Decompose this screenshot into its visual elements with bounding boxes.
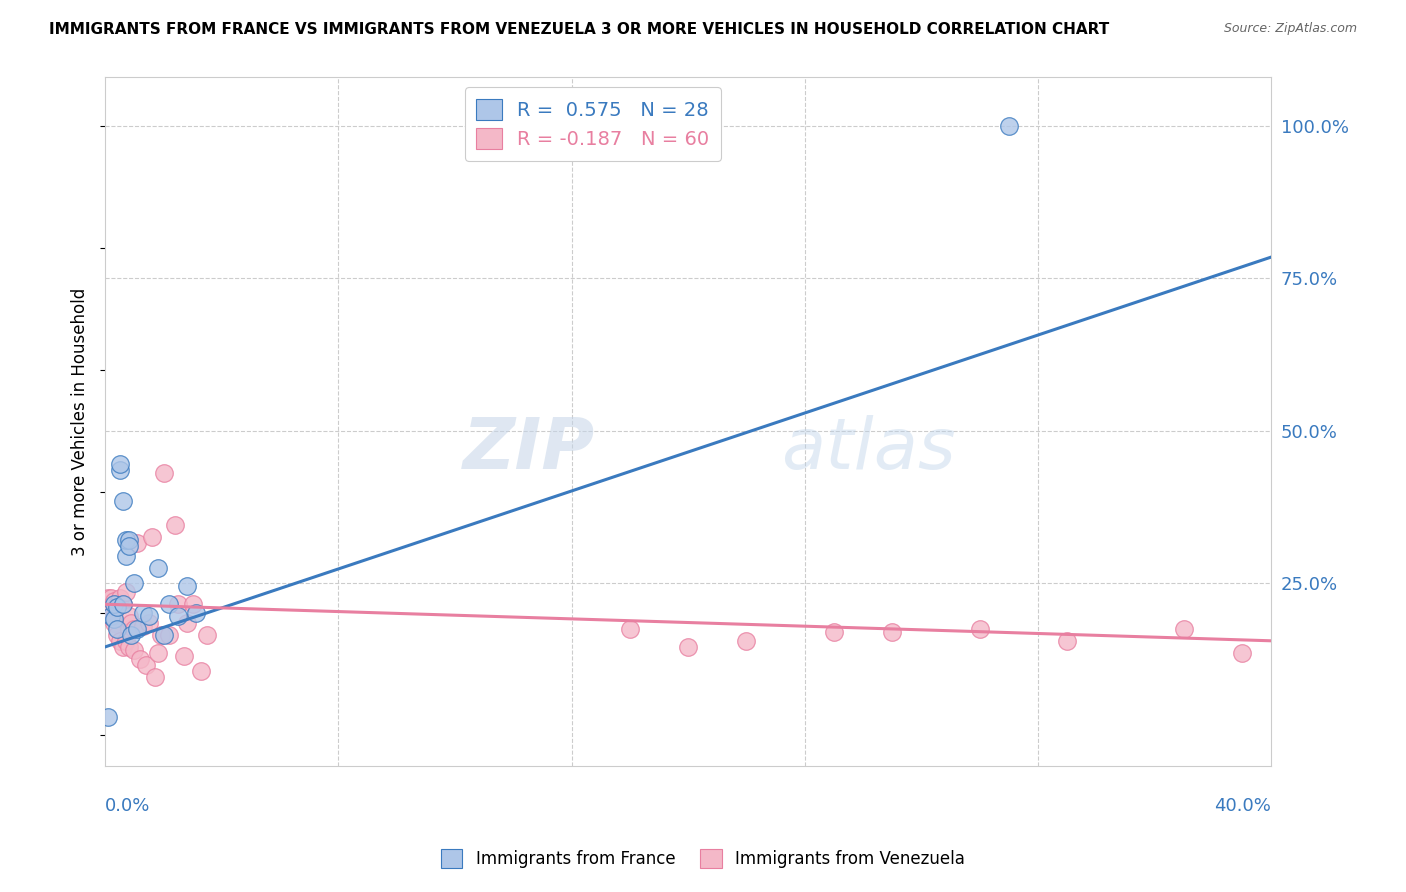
Point bbox=[152, 628, 174, 642]
Point bbox=[195, 628, 218, 642]
Point bbox=[1056, 633, 1078, 648]
Point bbox=[108, 457, 131, 471]
Point bbox=[141, 530, 163, 544]
Point bbox=[117, 622, 139, 636]
Point bbox=[111, 640, 134, 654]
Point bbox=[138, 609, 160, 624]
Point bbox=[176, 615, 198, 630]
Point bbox=[103, 594, 125, 608]
Point bbox=[157, 597, 180, 611]
Y-axis label: 3 or more Vehicles in Household: 3 or more Vehicles in Household bbox=[72, 287, 89, 556]
Point bbox=[117, 533, 139, 548]
Text: ZIP: ZIP bbox=[463, 415, 595, 483]
Point bbox=[823, 624, 845, 639]
Point bbox=[735, 633, 758, 648]
Point bbox=[149, 628, 172, 642]
Text: 40.0%: 40.0% bbox=[1215, 797, 1271, 814]
Point bbox=[882, 624, 904, 639]
Text: atlas: atlas bbox=[782, 415, 956, 483]
Point bbox=[132, 618, 155, 632]
Point bbox=[97, 710, 120, 724]
Point bbox=[152, 467, 174, 481]
Point bbox=[108, 463, 131, 477]
Point bbox=[997, 119, 1019, 133]
Point bbox=[117, 540, 139, 554]
Point bbox=[117, 640, 139, 654]
Text: 0.0%: 0.0% bbox=[105, 797, 150, 814]
Point bbox=[127, 536, 149, 550]
Text: Source: ZipAtlas.com: Source: ZipAtlas.com bbox=[1223, 22, 1357, 36]
Point bbox=[97, 591, 120, 606]
Point bbox=[111, 597, 134, 611]
Point bbox=[969, 622, 991, 636]
Point bbox=[157, 628, 180, 642]
Point bbox=[676, 640, 699, 654]
Point bbox=[105, 622, 128, 636]
Point bbox=[167, 609, 190, 624]
Point bbox=[100, 591, 122, 606]
Text: IMMIGRANTS FROM FRANCE VS IMMIGRANTS FROM VENEZUELA 3 OR MORE VEHICLES IN HOUSEH: IMMIGRANTS FROM FRANCE VS IMMIGRANTS FRO… bbox=[49, 22, 1109, 37]
Point bbox=[173, 648, 195, 663]
Point bbox=[132, 607, 155, 621]
Point bbox=[124, 576, 146, 591]
Point bbox=[97, 597, 120, 611]
Point bbox=[619, 622, 641, 636]
Point bbox=[146, 646, 169, 660]
Point bbox=[165, 518, 187, 533]
Point bbox=[129, 652, 152, 666]
Point bbox=[124, 622, 146, 636]
Point bbox=[1230, 646, 1253, 660]
Point bbox=[105, 628, 128, 642]
Point bbox=[114, 585, 136, 599]
Point bbox=[108, 633, 131, 648]
Legend: Immigrants from France, Immigrants from Venezuela: Immigrants from France, Immigrants from … bbox=[434, 843, 972, 875]
Point bbox=[138, 615, 160, 630]
Point bbox=[103, 612, 125, 626]
Point bbox=[103, 597, 125, 611]
Point bbox=[111, 493, 134, 508]
Point bbox=[117, 609, 139, 624]
Point bbox=[135, 658, 157, 673]
Point bbox=[120, 615, 142, 630]
Point bbox=[103, 609, 125, 624]
Point bbox=[184, 607, 207, 621]
Point bbox=[1173, 622, 1195, 636]
Point bbox=[103, 615, 125, 630]
Point bbox=[127, 622, 149, 636]
Point bbox=[111, 597, 134, 611]
Point bbox=[124, 643, 146, 657]
Point bbox=[108, 591, 131, 606]
Point bbox=[100, 609, 122, 624]
Point bbox=[190, 665, 212, 679]
Point bbox=[114, 633, 136, 648]
Point bbox=[120, 628, 142, 642]
Point bbox=[100, 609, 122, 624]
Point bbox=[114, 549, 136, 563]
Point bbox=[114, 533, 136, 548]
Point bbox=[105, 597, 128, 611]
Point bbox=[146, 560, 169, 574]
Legend: R =  0.575   N = 28, R = -0.187   N = 60: R = 0.575 N = 28, R = -0.187 N = 60 bbox=[465, 87, 721, 161]
Point bbox=[143, 670, 166, 684]
Point bbox=[105, 600, 128, 615]
Point bbox=[181, 597, 204, 611]
Point bbox=[176, 579, 198, 593]
Point bbox=[167, 597, 190, 611]
